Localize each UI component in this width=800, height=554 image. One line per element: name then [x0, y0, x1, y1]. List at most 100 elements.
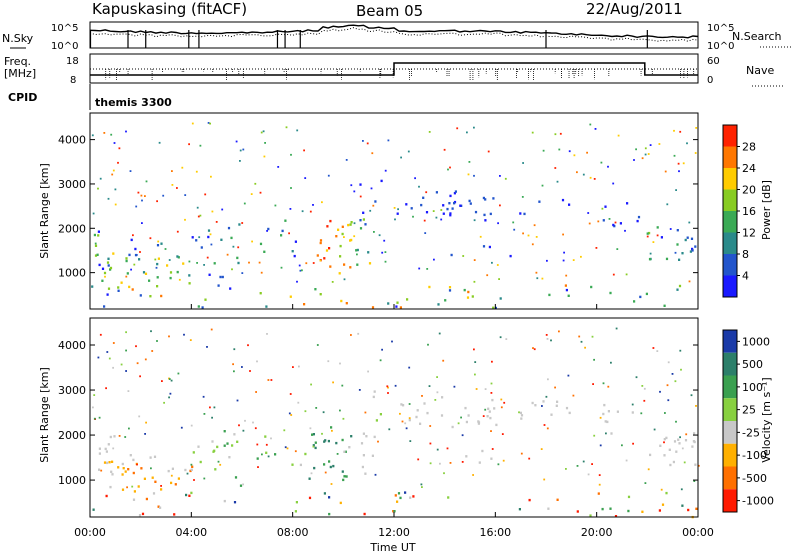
heatmap-cell [125, 349, 127, 352]
heatmap-cell [109, 485, 112, 489]
heatmap-cell [132, 471, 135, 475]
heatmap-cell [153, 455, 157, 458]
heatmap-cell [254, 427, 257, 430]
heatmap-cell [251, 240, 253, 243]
heatmap-cell [394, 218, 396, 221]
heatmap-cell [331, 429, 333, 432]
heatmap-cell [274, 204, 277, 207]
heatmap-cell [450, 253, 453, 257]
x-tick-label: 20:00 [581, 526, 613, 539]
heatmap-cell [406, 298, 409, 301]
colorbar-tick-label: -100 [742, 449, 767, 462]
heatmap-cell [534, 404, 537, 407]
heatmap-cell [513, 228, 516, 231]
heatmap-cell [112, 366, 114, 369]
heatmap-cell [314, 446, 317, 450]
heatmap-cell [97, 356, 100, 359]
heatmap-cell [473, 174, 475, 177]
heatmap-cell [689, 250, 692, 253]
heatmap-cell [685, 433, 688, 436]
heatmap-cell [168, 259, 171, 261]
heatmap-cell [486, 415, 489, 418]
heatmap-cell [280, 234, 283, 237]
heatmap-cell [221, 275, 224, 279]
heatmap-cell [394, 384, 397, 387]
heatmap-cell [664, 412, 666, 414]
heatmap-cell [697, 464, 700, 467]
heatmap-cell [132, 458, 135, 462]
heatmap-cell [612, 273, 615, 276]
heatmap-cell [226, 442, 229, 445]
y-tick-label: 4000 [58, 339, 86, 352]
heatmap-cell [129, 454, 132, 457]
heatmap-cell [675, 189, 677, 191]
heatmap-cell [369, 209, 372, 212]
beam-title: Beam 05 [356, 2, 423, 20]
heatmap-cell [114, 203, 117, 206]
heatmap-cell [219, 463, 222, 466]
heatmap-cell [219, 275, 222, 279]
heatmap-cell [453, 385, 456, 388]
heatmap-cell [678, 258, 681, 261]
heatmap-cell [125, 257, 128, 260]
heatmap-cell [616, 410, 619, 413]
heatmap-cell [586, 151, 588, 154]
heatmap-cell [446, 207, 449, 211]
heatmap-cell [257, 466, 259, 468]
heatmap-cell [335, 441, 338, 445]
heatmap-cell [125, 275, 128, 278]
heatmap-cell [160, 242, 163, 245]
heatmap-cell [266, 230, 268, 232]
heatmap-cell [262, 130, 265, 133]
heatmap-cell [497, 463, 500, 466]
heatmap-cell [436, 376, 438, 378]
heatmap-cell [191, 465, 194, 468]
heatmap-cell [599, 444, 602, 447]
heatmap-cell [244, 419, 246, 422]
heatmap-cell [381, 251, 384, 254]
heatmap-cell [106, 461, 109, 465]
heatmap-cell [233, 348, 236, 351]
heatmap-cell [217, 284, 220, 287]
heatmap-cell [220, 238, 223, 241]
heatmap-cell [347, 223, 350, 227]
heatmap-cell [501, 433, 504, 435]
heatmap-cell [185, 493, 188, 497]
heatmap-cell [190, 424, 193, 427]
heatmap-cell [186, 472, 189, 475]
station-title: Kapuskasing (fitACF) [92, 0, 247, 18]
heatmap-cell [589, 514, 592, 517]
heatmap-cell [408, 418, 411, 422]
heatmap-cell [499, 336, 502, 339]
heatmap-cell [113, 142, 116, 144]
heatmap-cell [383, 239, 386, 242]
heatmap-cell [676, 229, 679, 232]
heatmap-cell [169, 271, 173, 274]
heatmap-cell [658, 143, 661, 145]
heatmap-cell [304, 410, 307, 413]
heatmap-cell [183, 333, 185, 336]
heatmap-cell [441, 396, 444, 399]
colorbar-tick-label: 500 [742, 358, 763, 371]
heatmap-cell [423, 219, 426, 222]
heatmap-cell [377, 440, 379, 443]
heatmap-cell [293, 254, 296, 258]
heatmap-cell [426, 268, 429, 270]
heatmap-cell [694, 463, 697, 466]
heatmap-cell [546, 427, 549, 430]
heatmap-cell [289, 393, 292, 395]
heatmap-cell [341, 225, 344, 228]
heatmap-cell [556, 180, 559, 183]
heatmap-cell [178, 278, 181, 281]
heatmap-cell [591, 463, 593, 465]
colorbar-swatch [723, 232, 737, 254]
heatmap-cell [128, 285, 131, 289]
heatmap-cell [576, 465, 579, 467]
power-panel-frame [89, 112, 699, 310]
heatmap-cell [322, 411, 325, 414]
heatmap-cell [98, 452, 101, 455]
heatmap-cell [550, 413, 553, 416]
heatmap-cell [168, 378, 171, 380]
heatmap-cell [399, 496, 402, 500]
heatmap-cell [453, 202, 456, 205]
